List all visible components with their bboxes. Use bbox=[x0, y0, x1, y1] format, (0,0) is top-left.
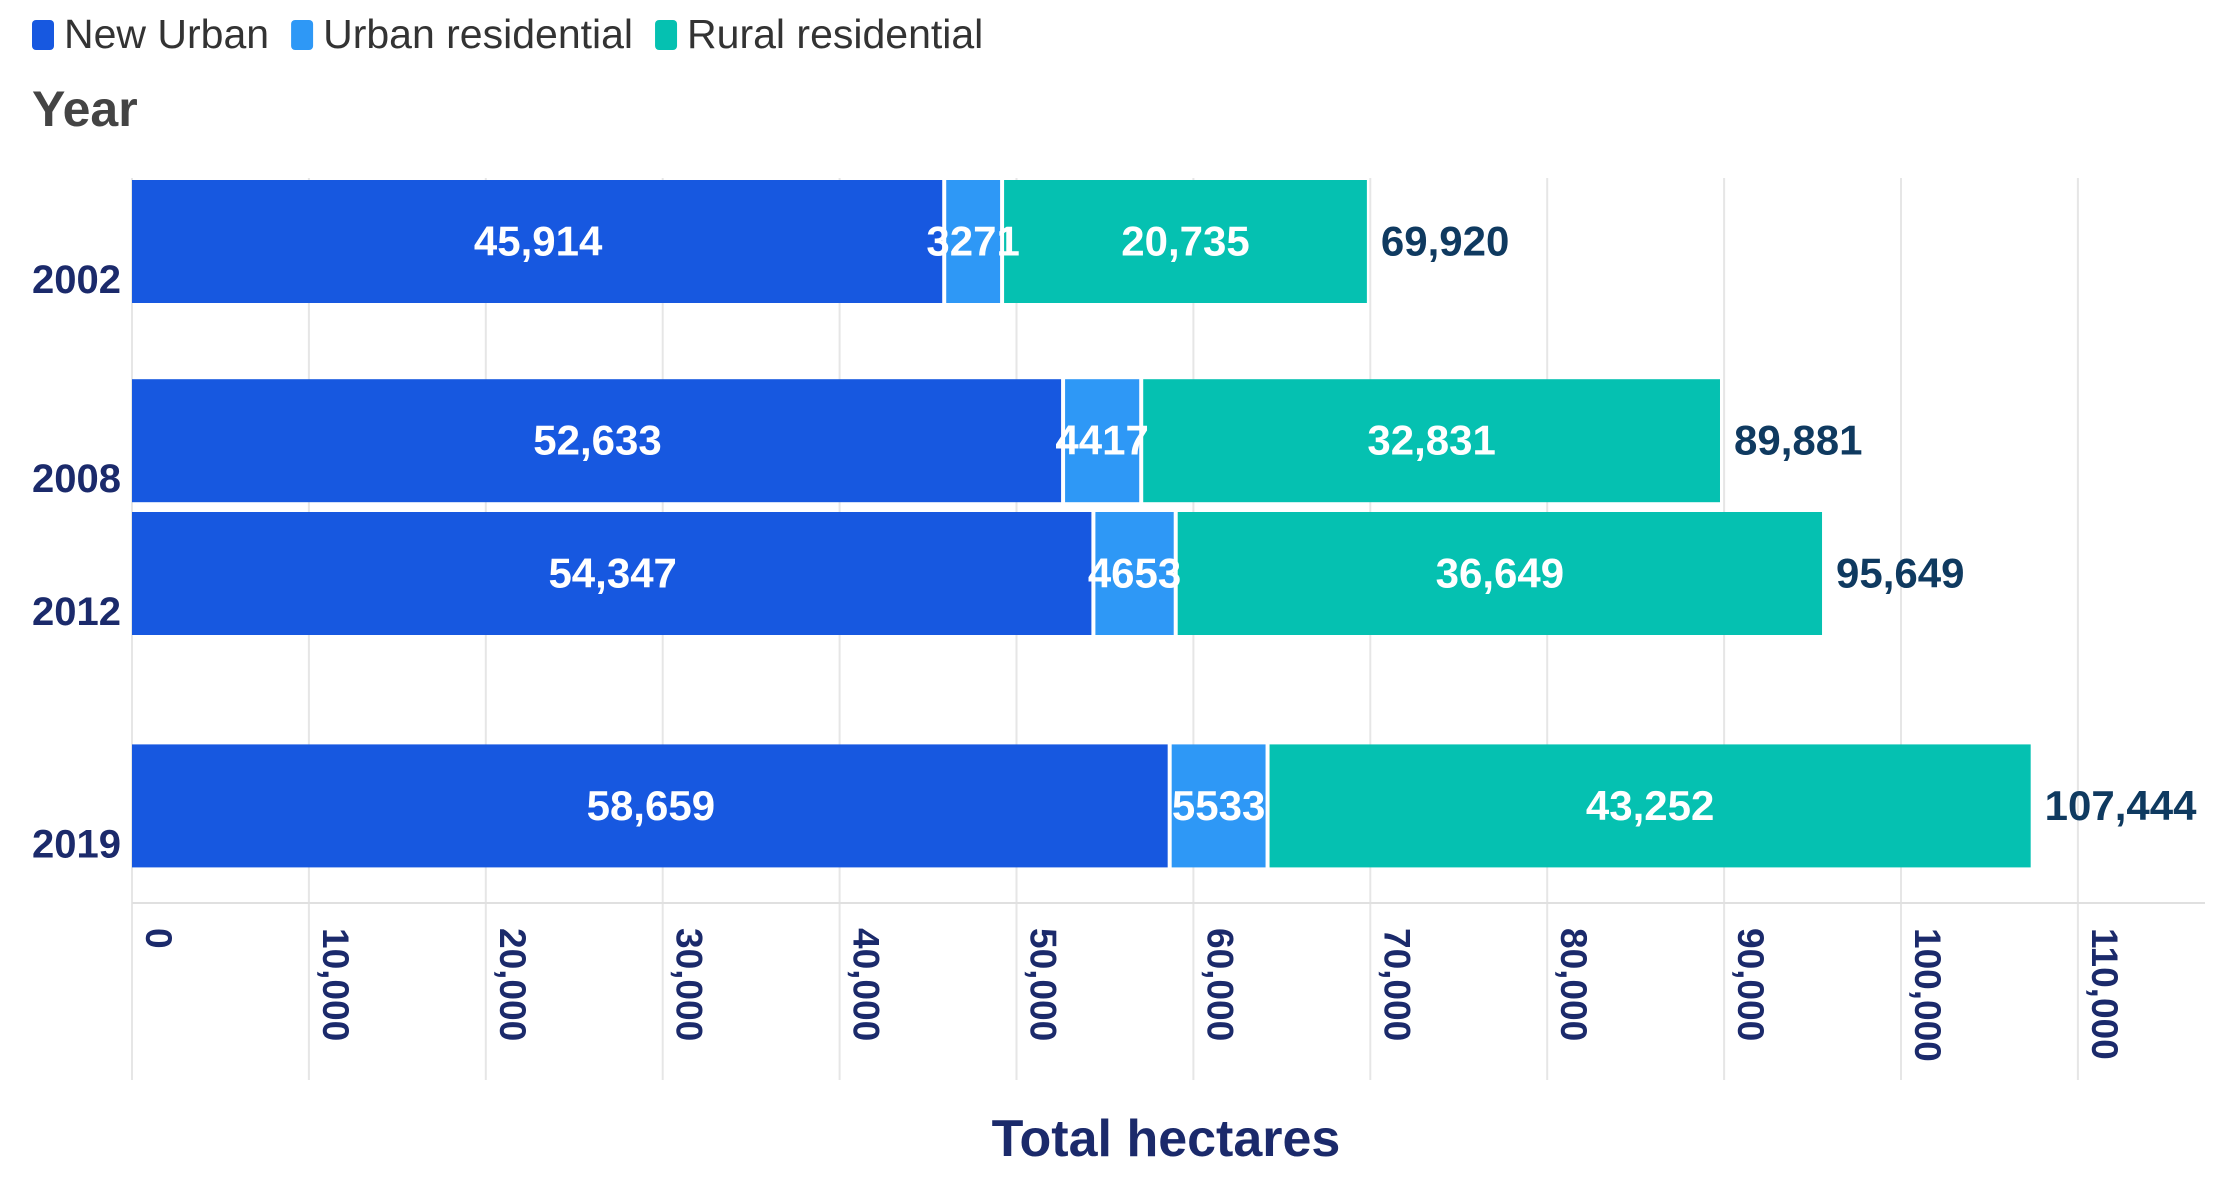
x-tick-label: 110,000 bbox=[2084, 928, 2125, 1060]
x-axis-title: Total hectares bbox=[992, 1110, 1341, 1168]
y-category-label: 2002 bbox=[32, 258, 121, 302]
bar-segment bbox=[1171, 744, 1266, 868]
y-axis-title: Year bbox=[32, 81, 138, 137]
y-axis-categories: 2002 2008 2012 2019 bbox=[32, 258, 121, 866]
bar-segment bbox=[1269, 744, 2031, 868]
x-axis-ticks: 0 10,000 20,000 30,000 40,000 50,000 60,000 70,… bbox=[138, 928, 2125, 1062]
x-tick-label: 50,000 bbox=[1023, 928, 1064, 1041]
bar-segment bbox=[132, 180, 943, 303]
bar-segment bbox=[1143, 379, 1720, 503]
bar-value-label: 32,831 bbox=[1367, 417, 1495, 464]
bar-value-label: 4653 bbox=[1088, 550, 1181, 597]
bar-segment bbox=[132, 512, 1092, 635]
x-tick-label: 100,000 bbox=[1907, 928, 1948, 1062]
bar-segment bbox=[1177, 512, 1823, 635]
y-category-label: 2019 bbox=[32, 822, 121, 866]
bar-total-label: 107,444 bbox=[2045, 782, 2197, 829]
bar-value-label: 58,659 bbox=[587, 782, 715, 829]
x-tick-label: 60,000 bbox=[1199, 928, 1240, 1041]
bar-total-label: 69,920 bbox=[1381, 218, 1509, 265]
x-tick-label: 80,000 bbox=[1553, 928, 1594, 1041]
data-labels: 45,914 3271 20,735 69,920 52,633 4417 32,831 89… bbox=[474, 218, 2197, 829]
bar-segment bbox=[946, 180, 1001, 303]
legend-swatch bbox=[655, 20, 678, 50]
bar-segment bbox=[132, 379, 1062, 503]
bar-total-label: 95,649 bbox=[1836, 550, 1964, 597]
bar-value-label: 20,735 bbox=[1121, 218, 1249, 265]
bar-value-label: 4417 bbox=[1055, 417, 1148, 464]
bar-value-label: 45,914 bbox=[474, 218, 603, 265]
x-tick-label: 70,000 bbox=[1376, 928, 1417, 1041]
bar-value-label: 3271 bbox=[926, 218, 1019, 265]
legend-swatch bbox=[32, 20, 54, 50]
legend-label: Urban residential bbox=[323, 11, 633, 57]
bar-value-label: 54,347 bbox=[548, 550, 676, 597]
bar-total-label: 89,881 bbox=[1734, 417, 1862, 464]
legend-swatch bbox=[291, 20, 314, 50]
bar-value-label: 5533 bbox=[1172, 782, 1265, 829]
bar-segment bbox=[1004, 180, 1367, 303]
bars bbox=[132, 180, 2031, 868]
legend-item: New Urban bbox=[32, 11, 269, 57]
bar-value-label: 43,252 bbox=[1586, 782, 1714, 829]
bar-segment bbox=[132, 744, 1168, 868]
bar-segment bbox=[1065, 379, 1140, 503]
y-category-label: 2012 bbox=[32, 590, 121, 634]
x-tick-label: 10,000 bbox=[315, 928, 356, 1041]
x-tick-label: 20,000 bbox=[492, 928, 533, 1041]
x-tick-label: 90,000 bbox=[1730, 928, 1771, 1041]
y-category-label: 2008 bbox=[32, 457, 121, 501]
x-tick-label: 30,000 bbox=[669, 928, 710, 1041]
legend-item: Urban residential bbox=[291, 11, 633, 57]
legend-item: Rural residential bbox=[655, 11, 983, 57]
x-tick-label: 40,000 bbox=[846, 928, 887, 1041]
bar-value-label: 36,649 bbox=[1436, 550, 1564, 597]
legend-label: New Urban bbox=[64, 11, 269, 57]
legend: New Urban Urban residential Rural resident… bbox=[32, 11, 983, 57]
legend-label: Rural residential bbox=[687, 11, 983, 57]
bar-value-label: 52,633 bbox=[533, 417, 661, 464]
x-tick-label: 0 bbox=[138, 928, 179, 949]
bar-segment bbox=[1095, 512, 1174, 635]
